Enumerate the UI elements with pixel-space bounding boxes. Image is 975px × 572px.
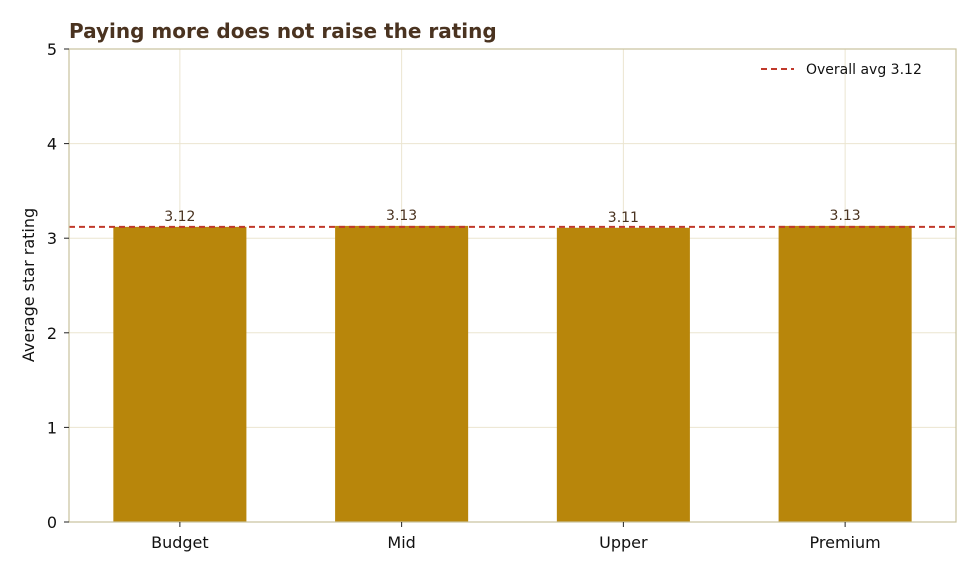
x-tick-label: Upper: [599, 533, 648, 552]
x-tick-label: Mid: [387, 533, 415, 552]
y-tick-label: 5: [47, 40, 57, 59]
y-axis-label: Average star rating: [19, 208, 38, 362]
y-tick-label: 0: [47, 513, 57, 532]
bar-premium: [778, 225, 912, 523]
bar-upper: [556, 227, 690, 522]
x-tick-label: Budget: [151, 533, 209, 552]
data-labels: 3.12 3.13 3.11 3.13: [164, 208, 860, 226]
y-tick-label: 1: [47, 418, 57, 437]
axes-frame: [68, 48, 957, 523]
bar-budget: [113, 226, 247, 522]
legend-label: Overall avg 3.12: [806, 62, 922, 78]
bar-mid: [335, 225, 469, 523]
data-label: 3.13: [386, 208, 417, 224]
data-label: 3.11: [608, 210, 639, 226]
x-tick-label: Premium: [810, 533, 881, 552]
y-axis-ticks: 0 1 2 3 4 5: [47, 40, 69, 532]
x-axis-ticks: Budget Mid Upper Premium: [151, 522, 881, 552]
data-label: 3.12: [164, 209, 195, 225]
bars: [113, 225, 912, 523]
y-tick-label: 3: [47, 229, 57, 248]
y-tick-label: 4: [47, 135, 57, 154]
chart-title: Paying more does not raise the rating: [69, 19, 497, 43]
legend: Overall avg 3.12: [761, 62, 922, 78]
y-tick-label: 2: [47, 324, 57, 343]
data-label: 3.13: [830, 208, 861, 224]
